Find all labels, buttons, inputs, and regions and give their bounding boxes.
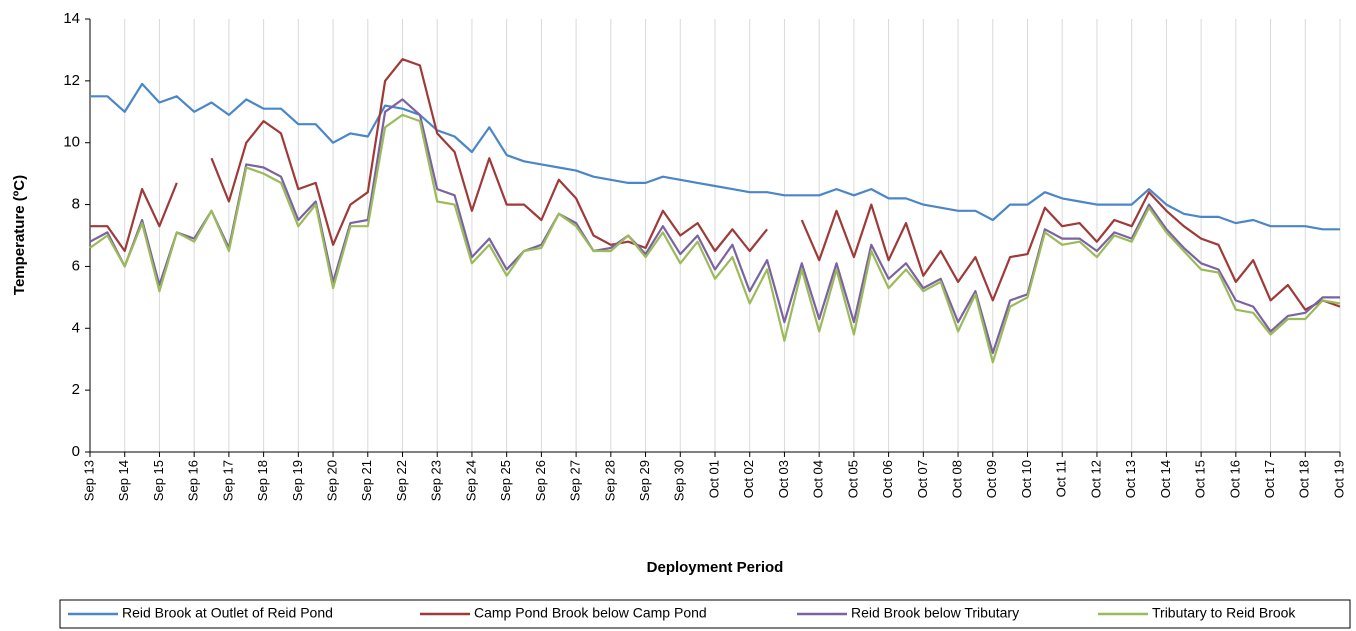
x-tick-label: Oct 01 xyxy=(706,460,721,498)
x-tick-label: Oct 19 xyxy=(1331,460,1346,498)
x-tick-label: Oct 06 xyxy=(880,460,895,498)
x-tick-label: Sep 18 xyxy=(255,460,270,501)
x-tick-label: Sep 27 xyxy=(568,460,583,501)
x-tick-label: Sep 22 xyxy=(394,460,409,501)
x-tick-label: Oct 12 xyxy=(1088,460,1103,498)
x-tick-label: Oct 15 xyxy=(1193,460,1208,498)
x-tick-label: Sep 17 xyxy=(220,460,235,501)
x-tick-label: Oct 08 xyxy=(949,460,964,498)
y-tick-label: 0 xyxy=(72,443,80,460)
x-tick-label: Sep 29 xyxy=(637,460,652,501)
x-tick-label: Sep 30 xyxy=(672,460,687,501)
x-tick-label: Oct 04 xyxy=(811,460,826,498)
x-tick-label: Oct 05 xyxy=(845,460,860,498)
legend-box xyxy=(59,599,1351,629)
x-tick-label: Oct 10 xyxy=(1019,460,1034,498)
series-line xyxy=(90,58,1341,311)
y-axis-title: Temperature (ºC) xyxy=(11,175,28,295)
x-tick-label: Oct 09 xyxy=(984,460,999,498)
x-tick-label: Sep 15 xyxy=(151,460,166,501)
x-tick-label: Sep 26 xyxy=(533,460,548,501)
x-tick-label: Sep 21 xyxy=(359,460,374,501)
y-tick-label: 10 xyxy=(63,134,80,151)
x-axis-title: Deployment Period xyxy=(647,559,784,576)
legend-label: Camp Pond Brook below Camp Pond xyxy=(474,605,707,621)
y-tick-label: 4 xyxy=(72,319,80,336)
legend-label: Tributary to Reid Brook xyxy=(1152,605,1296,621)
x-tick-label: Sep 13 xyxy=(81,460,96,501)
legend-label: Reid Brook below Tributary xyxy=(851,605,1019,621)
x-tick-label: Sep 14 xyxy=(116,460,131,501)
y-tick-label: 8 xyxy=(72,196,80,213)
y-tick-label: 2 xyxy=(72,381,80,398)
series-line xyxy=(90,82,1340,231)
x-tick-label: Sep 25 xyxy=(498,460,513,501)
x-tick-label: Sep 16 xyxy=(186,460,201,501)
x-tick-label: Oct 16 xyxy=(1227,460,1242,498)
series-line xyxy=(89,113,1341,364)
y-tick-label: 12 xyxy=(63,72,80,89)
x-tick-label: Sep 28 xyxy=(602,460,617,501)
x-tick-label: Sep 19 xyxy=(290,460,305,501)
series-line xyxy=(89,98,1340,355)
x-tick-label: Oct 03 xyxy=(776,460,791,498)
x-tick-label: Oct 18 xyxy=(1297,460,1312,498)
legend-label: Reid Brook at Outlet of Reid Pond xyxy=(122,605,333,621)
x-tick-label: Sep 24 xyxy=(463,460,478,501)
x-tick-label: Oct 13 xyxy=(1123,460,1138,498)
y-tick-label: 14 xyxy=(63,10,80,27)
x-tick-label: Oct 11 xyxy=(1054,460,1069,497)
y-tick-label: 6 xyxy=(72,257,80,274)
x-tick-label: Oct 02 xyxy=(741,460,756,498)
x-tick-label: Oct 17 xyxy=(1262,460,1277,498)
x-tick-label: Sep 23 xyxy=(429,460,444,501)
x-tick-label: Oct 14 xyxy=(1158,460,1173,498)
x-tick-label: Oct 07 xyxy=(915,460,930,498)
x-tick-label: Sep 20 xyxy=(324,460,339,501)
